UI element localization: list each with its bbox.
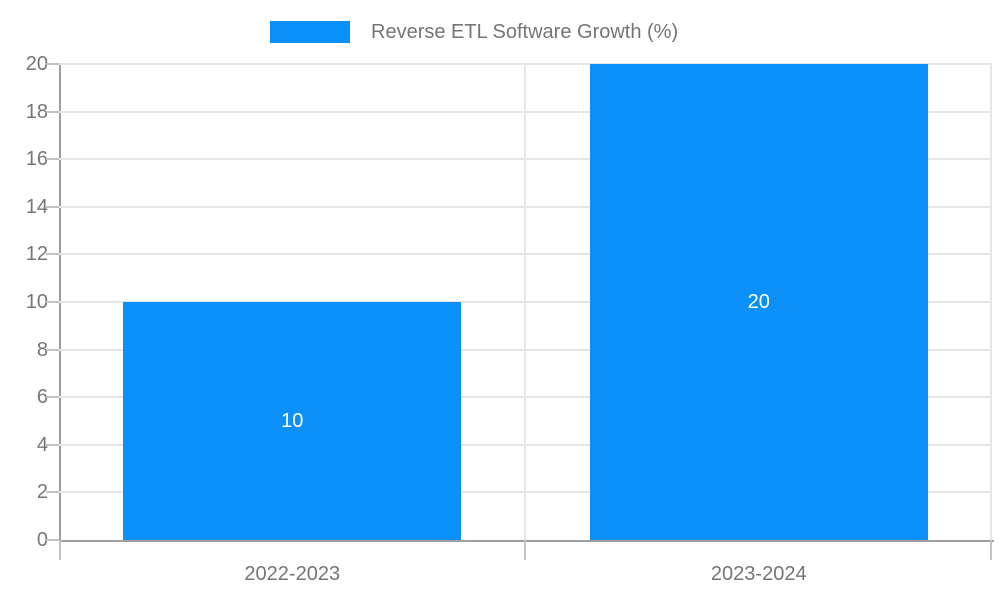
y-tick-mark: [46, 491, 59, 494]
gridline-horizontal: [59, 205, 992, 208]
gridline-horizontal: [59, 348, 992, 351]
y-tick-label: 0: [36, 529, 48, 551]
gridline-horizontal: [59, 491, 992, 494]
gridline-horizontal: [59, 443, 992, 446]
gridline-horizontal: [59, 253, 992, 256]
gridline-horizontal: [59, 158, 992, 161]
y-tick-mark: [46, 205, 59, 208]
legend-item[interactable]: Reverse ETL Software Growth (%): [270, 21, 678, 43]
y-tick-mark: [46, 396, 59, 399]
x-tick-mark: [990, 540, 992, 560]
y-tick-label: 12: [25, 243, 48, 266]
y-tick-label: 14: [25, 195, 48, 218]
y-tick-label: 8: [36, 338, 48, 361]
y-tick-mark: [46, 301, 59, 303]
y-tick-label: 2: [36, 481, 48, 504]
legend-label: Reverse ETL Software Growth (%): [371, 21, 679, 43]
x-tick-mark: [59, 540, 61, 560]
x-category-label: 2022-2023: [244, 563, 341, 585]
y-tick-mark: [46, 110, 59, 113]
y-tick-label: 16: [25, 148, 48, 171]
gridline-horizontal: [59, 396, 992, 399]
bar-value-label: 20: [747, 291, 770, 313]
y-tick-label: 6: [36, 386, 48, 409]
gridline-horizontal: [59, 63, 992, 65]
x-axis-line: [59, 540, 994, 542]
y-tick-label: 20: [25, 53, 48, 75]
gridline-horizontal: [59, 110, 992, 113]
x-category-label: 2023-2024: [710, 563, 807, 585]
bar-2022-2023[interactable]: 10: [123, 302, 462, 540]
y-tick-mark: [46, 348, 59, 351]
y-axis-line: [59, 64, 61, 542]
bar-2023-2024[interactable]: 20: [589, 64, 928, 540]
gridline-horizontal: [59, 301, 992, 303]
gridline-vertical: [523, 64, 526, 540]
legend-color-swatch: [270, 21, 350, 43]
y-axis-labels: 0 2 4 6 8 10 12 14 16 18 20: [0, 53, 48, 551]
y-tick-mark: [46, 253, 59, 256]
x-axis-labels: 2022-2023 2023-2024: [59, 540, 992, 600]
x-tick-mark: [523, 540, 526, 560]
y-tick-mark: [46, 443, 59, 446]
y-tick-label: 18: [25, 100, 48, 123]
y-tick-mark: [46, 63, 59, 65]
bar-value-label: 10: [281, 410, 304, 432]
gridline-vertical: [990, 64, 992, 540]
y-tick-mark: [46, 539, 59, 541]
y-tick-label: 10: [25, 291, 48, 313]
plot-area: 10 20: [59, 63, 992, 560]
y-tick-label: 4: [36, 433, 48, 456]
y-tick-mark: [46, 158, 59, 161]
